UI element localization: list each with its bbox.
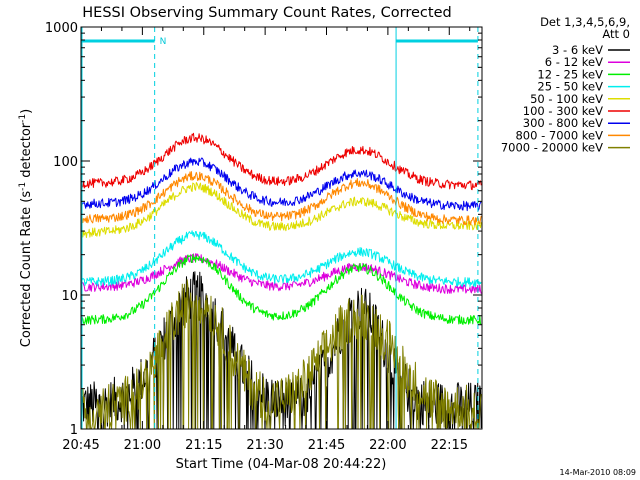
legend-label: 300 - 800 keV (523, 116, 603, 130)
series-line-7 (81, 171, 482, 226)
x-tick-labels: 20:45 21:00 21:15 21:30 21:45 22:00 22:1… (62, 438, 468, 453)
x-tick-label: 20:45 (62, 438, 99, 453)
legend-label: 50 - 100 keV (530, 92, 603, 106)
y-tick-label: 1000 (45, 21, 78, 36)
x-tick-label: 21:00 (124, 438, 161, 453)
tick-layer (80, 26, 482, 430)
x-tick-label: 21:15 (185, 438, 222, 453)
y-axis-label-part: Corrected Count Rate (s (19, 191, 34, 348)
x-tick-label: 22:00 (369, 438, 406, 453)
x-tick-label: 21:45 (308, 438, 345, 453)
plot-frame (80, 26, 483, 430)
legend-label: 100 - 300 keV (523, 104, 603, 118)
night-marker-layer (81, 27, 479, 429)
series-line-5 (81, 132, 482, 191)
y-axis-label-superscript: -1 (18, 114, 28, 123)
legend-label: 25 - 50 keV (537, 80, 603, 94)
y-axis-label-part: ) (19, 109, 34, 114)
chart-title: HESSI Observing Summary Count Rates, Cor… (82, 5, 451, 21)
x-axis-label: Start Time (04-Mar-08 20:44:22) (176, 457, 387, 472)
legend-label: 800 - 7000 keV (515, 128, 603, 142)
night-label: N (160, 37, 167, 47)
series-line-8 (81, 279, 482, 430)
series-line-6 (81, 157, 482, 212)
x-tick-label: 21:30 (246, 438, 283, 453)
legend-header: Det 1,3,4,5,6,9, (540, 15, 630, 29)
series-line-3 (81, 230, 482, 288)
legend-label: 7000 - 20000 keV (501, 141, 603, 155)
legend-label: 6 - 12 keV (545, 55, 603, 69)
legend-header: Att 0 (602, 27, 630, 41)
series-line-4 (81, 182, 482, 238)
y-axis-label-part: detector (19, 122, 34, 182)
y-tick-labels: 1 10 100 1000 (45, 21, 78, 438)
series-layer (81, 132, 482, 430)
x-tick-label: 22:15 (431, 438, 468, 453)
y-tick-label: 1 (70, 423, 78, 438)
series-line-1 (81, 253, 482, 294)
y-axis-label: Corrected Count Rate (s-1 detector-1) (18, 109, 34, 347)
y-axis-label-superscript: -1 (18, 182, 28, 191)
y-tick-label: 100 (53, 155, 78, 170)
legend-label: 3 - 6 keV (552, 43, 603, 57)
legend-label: 12 - 25 keV (537, 67, 603, 81)
series-line-2 (81, 253, 482, 325)
y-tick-label: 10 (61, 289, 78, 304)
series-line-0 (81, 271, 482, 430)
timestamp: 14-Mar-2010 08:09 (560, 468, 637, 477)
